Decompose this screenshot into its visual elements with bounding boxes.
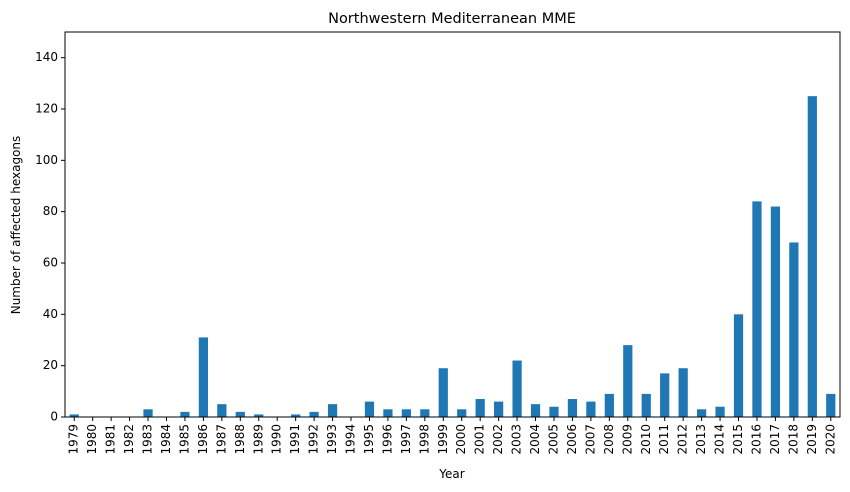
x-tick-label-1998: 1998 [417,424,431,455]
x-tick-label-2007: 2007 [583,424,597,455]
x-tick-label-1990: 1990 [270,424,284,455]
bar-1983 [143,409,153,417]
bar-2019 [807,96,817,418]
x-tick-label-1980: 1980 [85,424,99,455]
bar-1991 [291,414,301,417]
y-tick-label-0: 0 [50,410,58,424]
bar-1996 [383,409,393,417]
bar-2005 [549,406,559,417]
bar-2004 [530,404,541,417]
y-tick-label-120: 120 [35,102,58,116]
y-axis: 0 20 40 60 80 100 120 140 [35,50,65,424]
y-tick-label-60: 60 [43,256,58,270]
x-tick-label-1989: 1989 [251,424,265,455]
x-tick-label-1991: 1991 [288,424,302,455]
x-tick-label-2011: 2011 [657,424,671,455]
y-tick-label-20: 20 [43,358,58,372]
y-tick-label-40: 40 [43,307,58,321]
x-tick-label-2015: 2015 [731,424,745,455]
x-tick-label-1979: 1979 [67,424,81,455]
bar-2003 [512,360,522,417]
bar-2001 [475,399,485,417]
y-tick-label-80: 80 [43,204,58,218]
y-axis-label: Number of affected hexagons [9,136,23,315]
x-tick-label-2002: 2002 [491,424,505,455]
bar-1979 [69,414,79,417]
bar-2006 [567,399,578,417]
x-tick-label-1986: 1986 [196,424,210,455]
x-tick-label-1995: 1995 [362,424,376,455]
bar-2000 [457,409,467,417]
x-tick-label-2003: 2003 [510,424,524,455]
x-tick-label-2008: 2008 [602,424,616,455]
chart-title: Northwestern Mediterranean MME [328,11,576,27]
x-tick-label-1982: 1982 [122,424,136,455]
x-tick-label-2006: 2006 [565,424,579,455]
x-tick-label-2005: 2005 [546,424,560,455]
bar-2009 [623,345,633,417]
x-tick-label-2009: 2009 [620,424,634,455]
x-tick-label-1992: 1992 [307,424,321,455]
bar-2010 [641,393,651,417]
y-tick-label-100: 100 [35,153,58,167]
x-tick-label-1983: 1983 [141,424,155,455]
x-tick-label-1999: 1999 [436,424,450,455]
x-tick-label-2010: 2010 [639,424,653,455]
bar-1999 [438,368,448,417]
bar-1985 [180,411,190,417]
bar-2012 [678,368,688,417]
x-tick-label-1988: 1988 [233,424,247,455]
bar-2015 [733,314,744,417]
bar-1989 [254,414,264,417]
x-tick-label-1987: 1987 [214,424,228,455]
bar-2018 [789,242,799,417]
bar-2017 [770,206,781,417]
x-tick-label-2013: 2013 [694,424,708,455]
bar-1997 [401,409,411,417]
x-tick-label-1981: 1981 [104,424,118,455]
bar-2011 [660,373,670,417]
bar-1988 [235,411,245,417]
bar-2020 [826,393,836,417]
bar-1986 [198,337,209,417]
x-tick-label-1985: 1985 [177,424,191,455]
bar-1998 [420,409,430,417]
plot-frame [64,31,841,418]
bar-1993 [327,404,338,417]
bar-2007 [586,401,596,417]
bar-2016 [752,201,762,417]
x-tick-label-2000: 2000 [454,424,468,455]
bar-2002 [494,401,504,417]
x-tick-label-2012: 2012 [676,424,690,455]
x-axis: 1979 1980 1981 1982 1983 1984 1985 1986 1987 1988… [67,417,837,455]
x-tick-label-1997: 1997 [399,424,413,455]
bar-2013 [696,409,707,417]
bar-2014 [715,406,725,417]
x-tick-label-2004: 2004 [528,424,542,455]
x-tick-label-2016: 2016 [749,424,763,455]
x-tick-label-2020: 2020 [823,424,837,455]
x-tick-label-2018: 2018 [786,424,800,455]
bar-1987 [217,404,227,417]
x-tick-label-1996: 1996 [380,424,394,455]
x-tick-label-2014: 2014 [713,424,727,455]
x-tick-label-1994: 1994 [344,424,358,455]
x-tick-label-1993: 1993 [325,424,339,455]
x-tick-label-2019: 2019 [805,424,819,455]
x-tick-label-1984: 1984 [159,424,173,455]
y-tick-label-140: 140 [35,50,58,64]
bar-1992 [309,411,319,417]
bars-group [69,96,836,418]
x-tick-label-2001: 2001 [473,424,487,455]
x-tick-label-2017: 2017 [768,424,782,455]
x-axis-label: Year [438,467,464,481]
bar-2008 [604,393,614,417]
bar-1995 [364,401,375,417]
